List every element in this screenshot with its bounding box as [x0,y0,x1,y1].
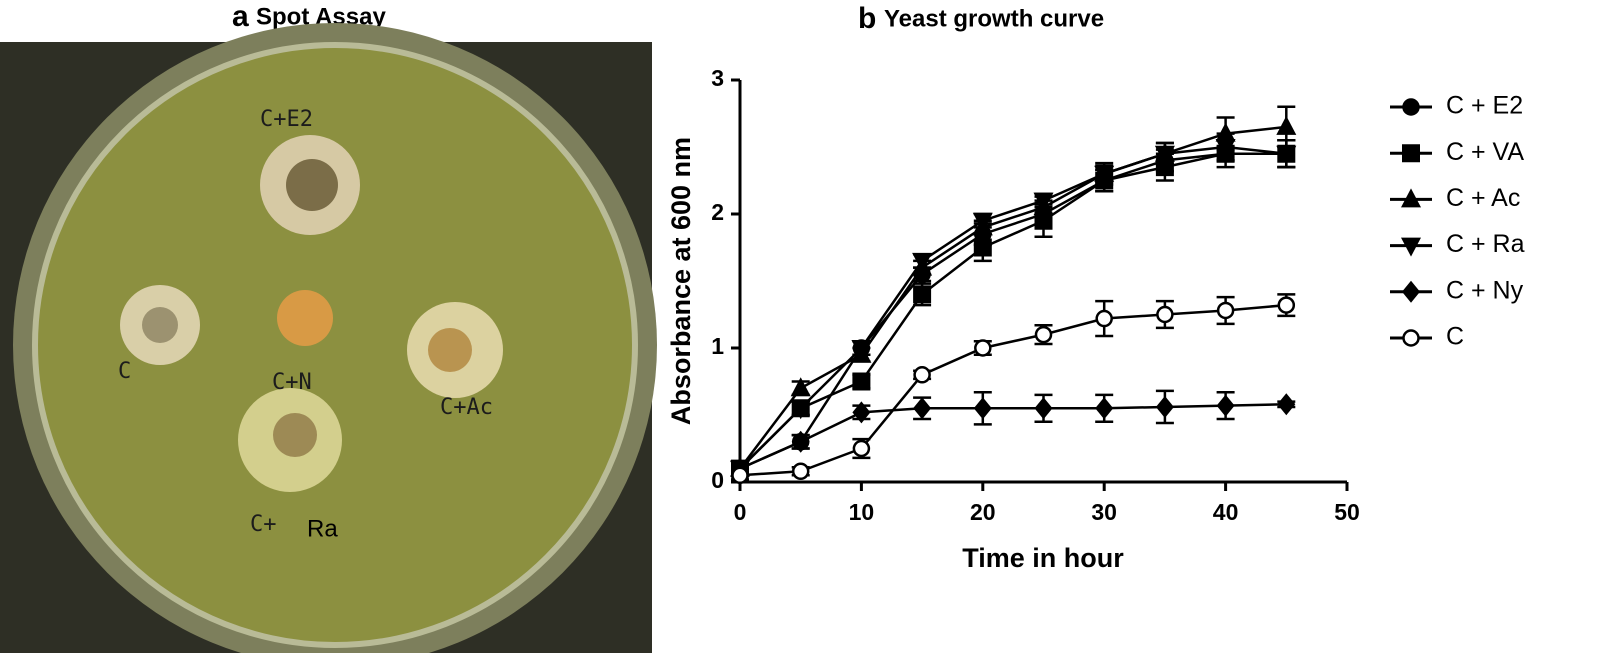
data-point [1156,305,1174,324]
data-point [974,339,992,357]
data-point [790,377,811,397]
spot-center [428,328,472,372]
plate-label: C+N [272,370,312,395]
data-point [1277,393,1296,416]
data-point [791,462,810,481]
x-axis-label: Time in hour [962,543,1124,573]
data-point [912,252,933,272]
x-tick-label: 20 [970,499,996,525]
plate-edge [32,42,638,648]
plate-label: Ra [307,515,338,542]
y-axis-label: Absorbance at 600 nm [666,137,696,425]
data-point [1216,301,1235,320]
data-point [1033,192,1054,212]
series-line [739,303,1287,477]
data-point [1276,145,1297,165]
data-point [790,400,811,420]
data-point [972,212,993,232]
legend-marker [1402,280,1420,303]
y-tick-label: 2 [711,199,724,225]
data-point [852,372,871,391]
series-line [739,152,1287,470]
data-point [1155,395,1174,418]
x-tick-label: 50 [1334,499,1360,525]
legend-marker [1401,188,1421,208]
panel-letter: a [232,0,249,33]
data-point [973,397,992,420]
data-point [1095,397,1114,420]
legend-marker [1402,144,1420,163]
panel-letter: b [858,2,876,35]
data-point [1034,397,1053,420]
y-tick-label: 1 [711,333,724,359]
plate-label: C+Ac [440,395,493,420]
plate-label: C [118,359,131,384]
data-point [1034,325,1053,344]
plate-label: C+E2 [260,107,313,132]
spot-center [142,307,178,343]
legend-label: C + Ac [1446,184,1520,212]
data-point [913,366,931,384]
y-tick-label: 0 [711,467,724,493]
spot-center [286,159,338,211]
plate-label: C+ [250,512,277,537]
panel-b: b Yeast growth curve Time in hour Absorb… [666,2,1124,573]
legend-label: C + Ra [1446,230,1525,258]
data-point [1216,394,1235,417]
legend-label: C + Ny [1446,276,1524,304]
data-point [973,238,992,257]
legend-marker [1401,237,1421,257]
data-point [1155,158,1174,177]
data-point [913,285,932,304]
data-point [852,439,871,458]
series-line [739,403,1287,470]
data-point [731,466,749,485]
y-tick-label: 3 [711,65,724,91]
data-point [1094,165,1115,185]
legend-label: C [1446,323,1464,351]
data-point [1095,309,1113,328]
panel-a: a Spot Assay C+E2 C C+N C+Ac C+ Ra [0,0,657,653]
data-point [1034,211,1053,230]
data-point [1215,139,1236,158]
x-tick-label: 30 [1091,499,1117,525]
x-tick-label: 0 [734,499,747,525]
spot-center [273,413,317,457]
x-tick-label: 40 [1213,499,1239,525]
legend-marker [1402,329,1420,347]
data-point [1276,115,1297,135]
series-line [739,145,1287,470]
x-tick-label: 10 [849,499,875,525]
data-point [851,340,872,359]
plate-agar [35,45,635,645]
legend-label: C + VA [1446,138,1524,166]
series-line [739,125,1287,470]
data-point [1154,145,1175,165]
spot [277,290,333,346]
data-point [913,397,932,420]
data-point [791,430,810,453]
legend-marker [1402,98,1420,116]
legend-label: C + E2 [1446,92,1523,120]
data-point [1215,122,1236,142]
chart-title: Yeast growth curve [884,5,1104,32]
data-point [852,401,871,424]
data-point [1277,296,1296,314]
